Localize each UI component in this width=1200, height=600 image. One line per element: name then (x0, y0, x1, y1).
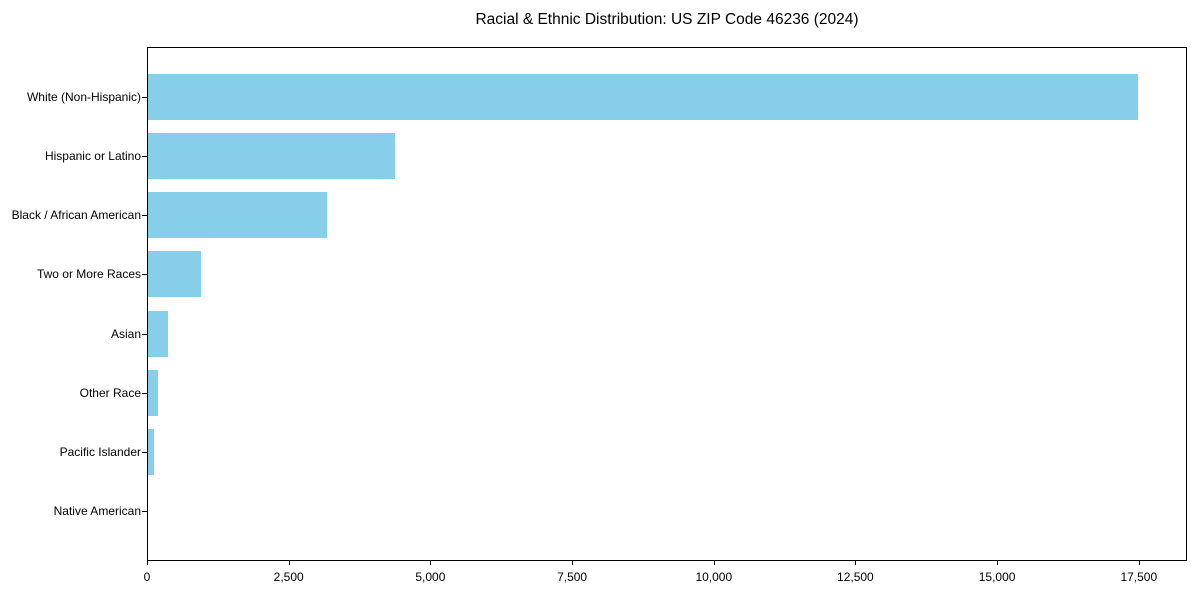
x-tick-label: 15,000 (978, 570, 1016, 584)
x-tick-label: 10,000 (695, 570, 733, 584)
y-axis-label: Two or More Races (36, 267, 141, 282)
x-tick-mark (1138, 561, 1140, 565)
x-tick-mark (572, 561, 574, 565)
y-tick-mark (142, 97, 147, 98)
y-axis-label: Pacific Islander (59, 445, 141, 460)
y-tick-mark (142, 511, 147, 512)
x-tick-mark (713, 561, 715, 565)
y-axis-label: Other Race (79, 385, 141, 400)
x-tick-mark (288, 561, 290, 565)
y-axis-label: Black / African American (11, 208, 141, 223)
y-axis-label: White (Non-Hispanic) (26, 89, 141, 104)
y-axis-label: Asian (110, 326, 141, 341)
y-tick-mark (142, 393, 147, 394)
y-tick-mark (142, 452, 147, 453)
x-tick-mark (430, 561, 432, 565)
x-tick-mark (997, 561, 999, 565)
bar-hispanic-or-latino (148, 132, 395, 179)
x-tick-mark (147, 561, 148, 565)
bar-pacific-islander (148, 429, 154, 476)
bar-white-non-hispanic (148, 73, 1138, 120)
x-tick-label: 17,500 (1120, 570, 1158, 584)
x-tick-mark (855, 561, 857, 565)
x-tick-label: 0 (143, 570, 151, 584)
y-axis-label: Hispanic or Latino (44, 148, 141, 163)
plot-area (147, 47, 1187, 561)
x-tick-label: 12,500 (837, 570, 874, 584)
y-tick-mark (142, 274, 147, 275)
x-tick-label: 7,500 (557, 570, 588, 584)
bar-two-or-more-races (148, 251, 201, 298)
y-tick-mark (142, 215, 147, 216)
bar-asian (148, 310, 169, 357)
y-tick-mark (142, 156, 147, 157)
x-tick-label: 5,000 (415, 570, 446, 584)
y-tick-mark (142, 334, 147, 335)
y-axis-label: Native American (53, 504, 141, 519)
bar-black-african-american (148, 192, 328, 239)
bar-other-race (148, 369, 158, 416)
chart-title: Racial & Ethnic Distribution: US ZIP Cod… (475, 11, 859, 28)
x-tick-label: 2,500 (273, 570, 304, 584)
